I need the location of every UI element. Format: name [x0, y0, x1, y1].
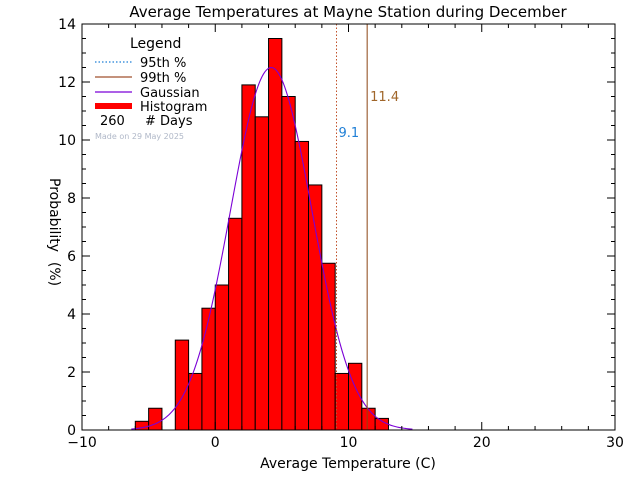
- histogram-bar: [321, 262, 336, 431]
- histogram-bar: [241, 84, 256, 431]
- histogram-bar: [281, 96, 296, 431]
- histogram-bar: [228, 217, 243, 431]
- legend-gaussian-label: Gaussian: [140, 86, 200, 101]
- y-tick-label: 14: [58, 17, 76, 33]
- histogram-bar: [174, 339, 190, 431]
- histogram-bars: [134, 38, 389, 431]
- histogram-bar: [334, 372, 349, 431]
- x-tick-label: 10: [340, 435, 358, 451]
- histogram-bar: [294, 140, 310, 431]
- histogram-bar: [201, 307, 216, 431]
- y-tick-label: 2: [67, 365, 76, 381]
- legend: Legend 95th % 99th % Gaussian Histogram …: [95, 36, 207, 141]
- x-tick-label: −10: [67, 435, 97, 451]
- gaussian-curve: [131, 66, 413, 430]
- histogram-bar: [374, 417, 389, 431]
- gaussian-curve-group: [131, 66, 413, 430]
- legend-title: Legend: [130, 36, 181, 52]
- made-on-note: Made on 29 May 2025: [95, 132, 184, 141]
- histogram-bar: [214, 284, 230, 431]
- y-tick-label: 0: [67, 423, 76, 439]
- y-tick-label: 10: [58, 133, 76, 149]
- y-tick-label: 4: [67, 307, 76, 323]
- y-axis-unit: (%): [46, 262, 62, 286]
- x-tick-label: 0: [211, 435, 220, 451]
- x-axis-label: Average Temperature (C): [260, 456, 436, 472]
- legend-days-count: 260: [100, 114, 125, 129]
- y-axis-label: Probability: [46, 178, 62, 252]
- legend-histogram-label: Histogram: [140, 100, 207, 115]
- percentile-99-label: 11.4: [370, 90, 399, 105]
- legend-99th-label: 99th %: [140, 71, 186, 86]
- histogram-bar: [308, 184, 323, 431]
- x-tick-label: 20: [473, 435, 491, 451]
- y-tick-label: 8: [67, 191, 76, 207]
- y-tick-label: 12: [58, 75, 76, 91]
- legend-days-label: # Days: [145, 114, 193, 129]
- chart-title: Average Temperatures at Mayne Station du…: [129, 3, 567, 21]
- histogram-bar: [254, 116, 270, 431]
- percentile-lines: 9.1 11.4: [336, 24, 399, 430]
- histogram-bar: [361, 407, 376, 431]
- histogram-bar: [148, 407, 163, 431]
- histogram-bar: [188, 372, 203, 431]
- y-tick-label: 6: [67, 249, 76, 265]
- percentile-95-label: 9.1: [339, 126, 360, 141]
- legend-95th-label: 95th %: [140, 56, 186, 71]
- histogram-bar: [268, 38, 283, 431]
- x-tick-label: 30: [606, 435, 624, 451]
